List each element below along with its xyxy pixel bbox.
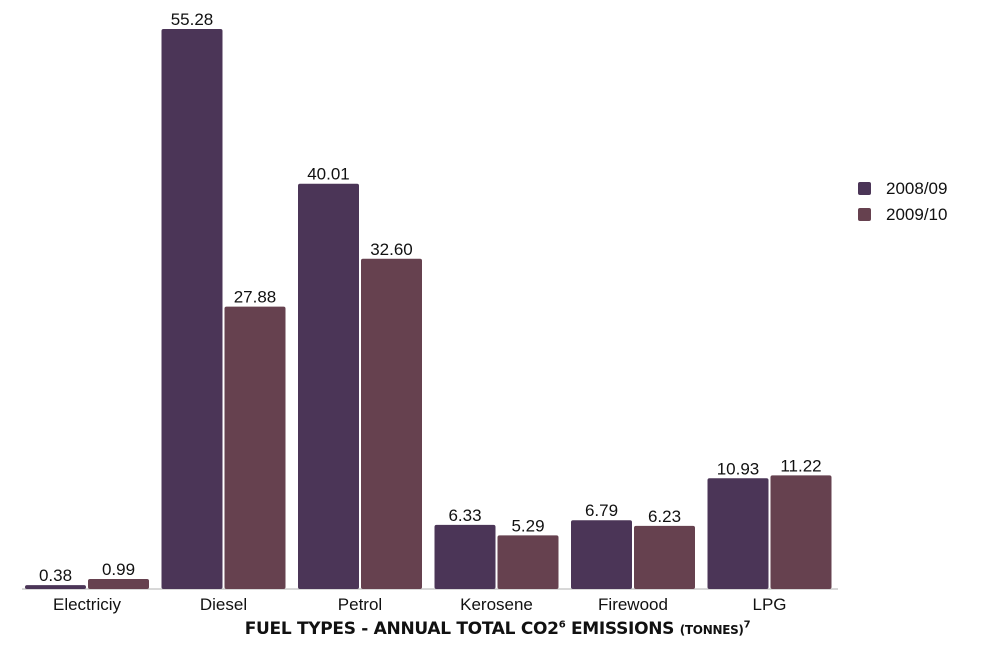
value-label-kerosene-2008-09: 6.33: [448, 506, 481, 525]
bar-kerosene-2009-10: [497, 535, 559, 589]
value-label-diesel-2008-09: 55.28: [171, 10, 214, 29]
x-tick-label-firewood: Firewood: [598, 595, 668, 614]
x-tick-label-diesel: Diesel: [200, 595, 247, 614]
value-label-lpg-2008-09: 10.93: [717, 459, 760, 478]
legend-swatch-2009-10: [858, 208, 871, 221]
x-tick-label-kerosene: Kerosene: [460, 595, 533, 614]
value-label-kerosene-2009-10: 5.29: [511, 516, 544, 535]
bar-electriciy-2009-10: [88, 578, 149, 589]
value-label-firewood-2008-09: 6.79: [585, 501, 618, 520]
bar-lpg-2008-09: [707, 478, 769, 589]
x-tick-label-petrol: Petrol: [338, 595, 382, 614]
chart-title: FUEL TYPES - ANNUAL TOTAL CO26 EMISSIONS…: [0, 619, 995, 639]
chart-title-footnote-6: 6: [558, 619, 566, 631]
bar-electriciy-2008-09: [25, 585, 86, 589]
value-label-diesel-2009-10: 27.88: [234, 288, 277, 307]
bar-diesel-2009-10: [224, 306, 286, 589]
bar-lpg-2009-10: [770, 475, 832, 589]
x-tick-label-electriciy: Electriciy: [53, 595, 122, 614]
chart-title-mid: EMISSIONS: [565, 619, 680, 639]
x-tick-label-lpg: LPG: [752, 595, 786, 614]
value-label-petrol-2009-10: 32.60: [370, 240, 413, 259]
chart-title-unit: (TONNES): [679, 623, 744, 637]
bar-petrol-2009-10: [361, 258, 422, 589]
value-label-lpg-2009-10: 11.22: [780, 456, 821, 475]
bar-firewood-2008-09: [571, 520, 632, 589]
value-label-firewood-2009-10: 6.23: [648, 507, 681, 526]
bar-diesel-2008-09: [161, 29, 223, 589]
bar-petrol-2008-09: [298, 183, 359, 590]
legend-swatch-2008-09: [858, 182, 871, 195]
value-label-electriciy-2009-10: 0.99: [102, 560, 135, 579]
legend-label-2009-10: 2009/10: [886, 205, 947, 224]
legend-label-2008-09: 2008/09: [886, 179, 947, 198]
bar-firewood-2009-10: [634, 525, 695, 589]
bar-kerosene-2008-09: [434, 524, 496, 589]
value-label-petrol-2008-09: 40.01: [307, 165, 350, 184]
value-label-electriciy-2008-09: 0.38: [39, 566, 72, 585]
chart-title-footnote-7: 7: [743, 619, 751, 631]
chart-title-main: FUEL TYPES - ANNUAL TOTAL CO2: [244, 619, 559, 639]
